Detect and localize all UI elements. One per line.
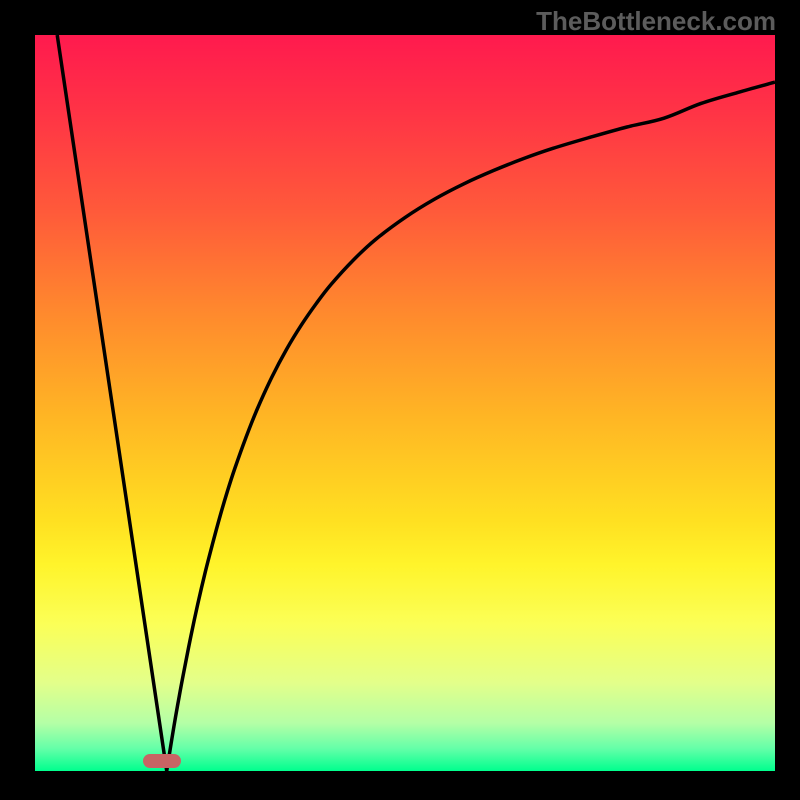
curve-layer	[35, 35, 775, 771]
bottleneck-curve	[57, 35, 775, 771]
plot-area	[35, 35, 775, 771]
optimal-marker	[143, 754, 181, 768]
watermark-text: TheBottleneck.com	[536, 6, 776, 37]
chart-container: TheBottleneck.com	[0, 0, 800, 800]
